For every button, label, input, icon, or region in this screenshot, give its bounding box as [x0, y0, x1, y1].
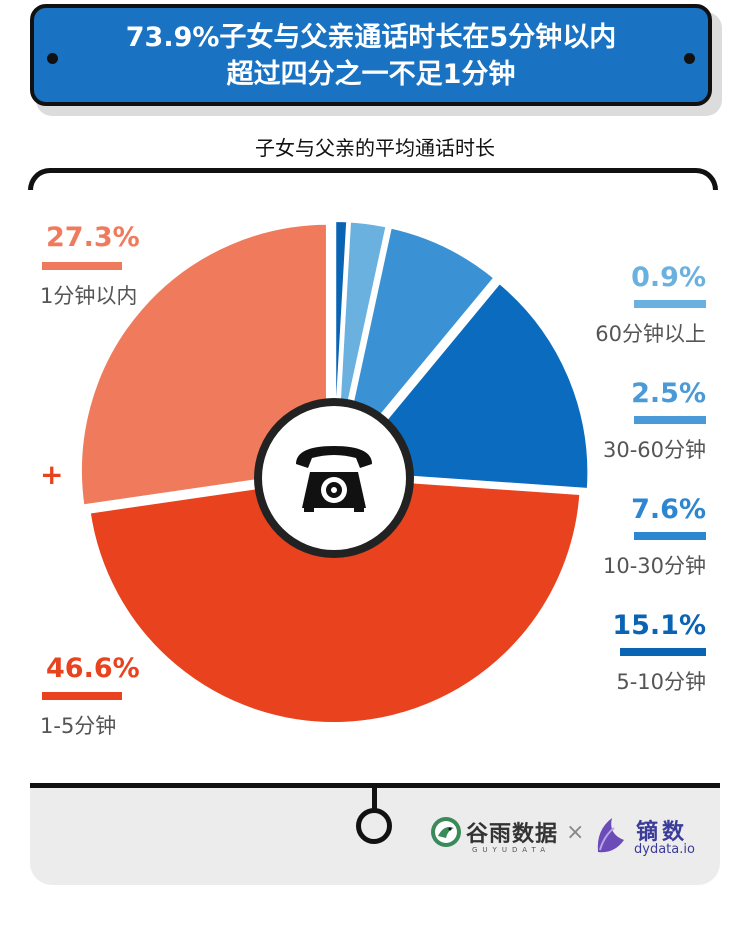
pct-label-under1: 27.3% [46, 222, 140, 253]
cat-label-under1: 1分钟以内 [40, 284, 138, 308]
pct-label-30-60: 2.5% [631, 378, 706, 409]
plus-sign: + [40, 458, 64, 491]
cat-label-30-60: 30-60分钟 [602, 438, 706, 462]
pct-underline-5-10 [620, 648, 706, 656]
pct-label-60plus: 0.9% [631, 262, 706, 293]
pct-underline-under1 [42, 262, 122, 270]
pct-underline-60plus [634, 300, 706, 308]
banner-dot-left [47, 53, 58, 64]
guyu-logo-text: 谷雨数据 [466, 821, 559, 847]
bottom-rule [30, 783, 720, 788]
pie-slice-under1 [77, 220, 330, 509]
pie-slice-5-10 [337, 278, 592, 493]
chart-title: 子女与父亲的平均通话时长 [255, 136, 495, 160]
hanger-stem [372, 788, 377, 810]
pct-label-1-5: 46.6% [46, 653, 140, 684]
cat-label-60plus: 60分钟以上 [595, 322, 706, 346]
title-line-2: 超过四分之一不足1分钟 [226, 59, 516, 90]
dydata-logo-subtext: dydata.io [634, 842, 695, 857]
title-line-1: 73.9%子女与父亲通话时长在5分钟以内 [125, 22, 617, 53]
banner-dot-right [684, 53, 695, 64]
guyu-logo-subtext: GUYUDATA [472, 846, 550, 854]
pct-underline-1-5 [42, 692, 122, 700]
cat-label-10-30: 10-30分钟 [602, 554, 706, 578]
top-bracket [28, 168, 718, 190]
times-sign: × [566, 820, 585, 845]
telephone-icon [296, 446, 372, 512]
pie-slice-1-5 [86, 473, 584, 726]
cat-label-5-10: 5-10分钟 [616, 670, 706, 694]
cat-label-1-5: 1-5分钟 [40, 714, 117, 738]
pct-underline-30-60 [634, 416, 706, 424]
title-banner: 73.9%子女与父亲通话时长在5分钟以内 超过四分之一不足1分钟 [30, 4, 712, 106]
guyu-bird-logo-icon [431, 817, 461, 847]
dydata-logo-text: 镝数 [636, 820, 689, 845]
pct-label-5-10: 15.1% [612, 610, 706, 641]
pct-label-10-30: 7.6% [631, 494, 706, 525]
pct-underline-10-30 [634, 532, 706, 540]
dydata-leaf-logo-icon [597, 818, 624, 853]
hanger-ring [356, 808, 392, 844]
pie-slice-10-30 [335, 224, 499, 471]
